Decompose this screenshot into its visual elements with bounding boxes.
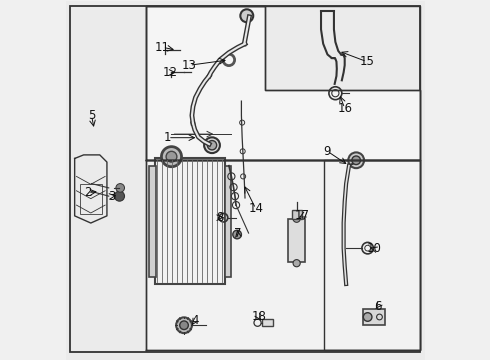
Text: 13: 13 — [182, 59, 197, 72]
Circle shape — [176, 318, 192, 333]
Circle shape — [166, 151, 177, 162]
Bar — [262, 319, 273, 326]
Text: 4: 4 — [191, 314, 198, 327]
Circle shape — [204, 137, 220, 153]
Circle shape — [293, 260, 300, 267]
Circle shape — [207, 140, 217, 150]
Bar — [80, 184, 101, 214]
Circle shape — [348, 152, 364, 168]
Text: 3: 3 — [109, 190, 116, 203]
Text: 12: 12 — [162, 66, 177, 79]
Text: 8: 8 — [216, 211, 223, 224]
Text: 15: 15 — [360, 55, 374, 68]
Text: 1: 1 — [164, 131, 171, 144]
Text: 14: 14 — [248, 202, 263, 215]
Text: 17: 17 — [295, 210, 310, 222]
Text: 11: 11 — [155, 41, 170, 54]
Bar — [324, 160, 420, 350]
Bar — [324, 160, 420, 350]
Circle shape — [180, 321, 188, 329]
Polygon shape — [147, 160, 420, 350]
Bar — [364, 309, 385, 325]
Text: 9: 9 — [324, 145, 331, 158]
Circle shape — [293, 215, 300, 222]
Bar — [155, 158, 224, 284]
Circle shape — [161, 147, 181, 167]
Circle shape — [116, 184, 124, 192]
Text: 5: 5 — [88, 109, 95, 122]
Text: 16: 16 — [337, 102, 352, 115]
Bar — [292, 211, 302, 220]
Text: 7: 7 — [234, 227, 242, 240]
Text: 18: 18 — [251, 310, 266, 324]
Text: 6: 6 — [374, 300, 381, 313]
Polygon shape — [147, 6, 420, 160]
Text: 10: 10 — [367, 242, 382, 255]
Bar — [224, 166, 231, 277]
Circle shape — [115, 191, 124, 201]
Circle shape — [233, 230, 242, 239]
Bar — [288, 220, 305, 262]
Bar — [324, 160, 420, 350]
Text: 2: 2 — [84, 186, 92, 199]
Bar — [149, 166, 156, 277]
Circle shape — [364, 313, 372, 321]
Circle shape — [240, 9, 253, 22]
Circle shape — [352, 156, 361, 165]
